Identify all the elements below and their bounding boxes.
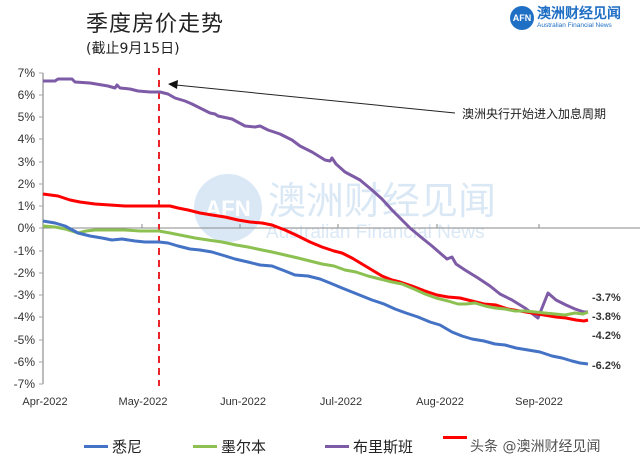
y-tick-labels: 7% 6% 5% 4% 3% 2% 1% 0% -1% -2% -3% -4% … [14,66,36,391]
svg-text:4%: 4% [18,132,36,146]
end-labels: -3.7% -3.8% -4.2% -6.2% [592,292,621,372]
svg-text:Apr-2022: Apr-2022 [22,396,67,408]
svg-text:7%: 7% [18,66,36,80]
chart-subtitle: (截止9月15日) [86,41,180,57]
end-label-melbourne: -3.8% [592,311,621,323]
annotation-text: 澳洲央行开始进入加息周期 [462,106,606,121]
svg-text:Sep-2022: Sep-2022 [515,396,563,408]
x-ticks [141,224,540,228]
svg-text:Aug-2022: Aug-2022 [416,396,464,408]
end-label-sydney: -6.2% [592,360,621,372]
end-label-average: -4.2% [592,330,621,342]
chart-legend: 悉尼 墨尔本 布里斯班 [80,436,640,460]
annotation-arrow-line [175,84,456,114]
legend-item-sydney: 悉尼 [84,436,142,457]
series-melbourne-line [42,224,589,317]
svg-text:Jul-2022: Jul-2022 [320,396,362,408]
legend-swatch-sydney [84,445,108,448]
svg-text:May-2022: May-2022 [119,396,168,408]
svg-text:-7%: -7% [14,377,36,391]
svg-text:-5%: -5% [14,333,36,347]
y-ticks [39,72,43,385]
end-label-brisbane: -3.7% [592,292,621,304]
logo-name-cn: 澳洲财经见闻 [537,6,621,22]
logo-name-en: Australian Financial News [537,22,612,29]
legend-item-average [443,436,471,439]
svg-text:0%: 0% [18,221,36,235]
svg-text:6%: 6% [18,88,36,102]
legend-label-melbourne: 墨尔本 [221,438,267,456]
arrow-head-icon [168,80,178,89]
svg-text:-4%: -4% [14,310,36,324]
x-tick-labels: Apr-2022 May-2022 Jun-2022 Jul-2022 Aug-… [22,396,562,408]
svg-text:-1%: -1% [14,244,36,258]
svg-text:5%: 5% [18,110,36,124]
legend-label-brisbane: 布里斯班 [353,438,414,456]
chart-title: 季度房价走势 [86,12,225,37]
legend-swatch-brisbane [325,445,349,448]
legend-label-sydney: 悉尼 [112,438,143,456]
svg-text:2%: 2% [18,177,36,191]
svg-text:-3%: -3% [14,288,36,302]
legend-swatch-average [443,436,467,439]
svg-text:Jun-2022: Jun-2022 [220,396,266,408]
svg-text:1%: 1% [18,199,36,213]
center-watermark: AFN 澳洲财经见闻 Australian Financial News [194,174,496,243]
series-sydney-line [42,219,589,366]
legend-item-brisbane: 布里斯班 [325,436,413,457]
svg-text:3%: 3% [18,155,36,169]
watermark-badge-icon [194,174,262,242]
svg-text:-6%: -6% [14,355,36,369]
legend-swatch-melbourne [193,445,217,448]
svg-text:-2%: -2% [14,266,36,280]
legend-item-melbourne: 墨尔本 [193,436,266,457]
bottom-watermark: 头条 @澳洲财经见闻 [470,439,601,455]
afn-badge-icon: AFN [510,6,534,30]
series-brisbane-line [43,77,588,320]
afn-logo: AFN 澳洲财经见闻 Australian Financial News [510,6,621,30]
watermark-en: Australian Financial News [266,222,485,243]
